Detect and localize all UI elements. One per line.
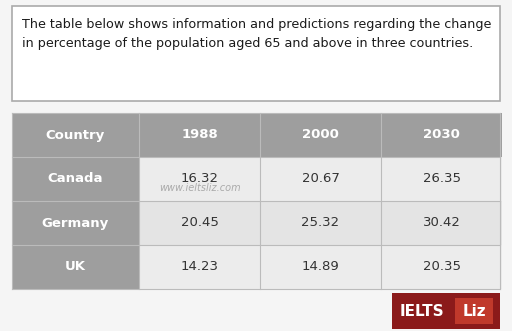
- Text: 2000: 2000: [302, 128, 339, 141]
- Text: 20.35: 20.35: [422, 260, 460, 273]
- Bar: [12, 157, 139, 201]
- Text: 16.32: 16.32: [181, 172, 219, 185]
- Text: 2030: 2030: [423, 128, 460, 141]
- Bar: [139, 113, 260, 157]
- Bar: [455, 298, 493, 324]
- Bar: [260, 245, 381, 289]
- Text: 30.42: 30.42: [422, 216, 460, 229]
- Text: Canada: Canada: [48, 172, 103, 185]
- Text: Germany: Germany: [42, 216, 109, 229]
- Bar: [260, 157, 381, 201]
- Text: The table below shows information and predictions regarding the change
in percen: The table below shows information and pr…: [22, 18, 492, 50]
- Bar: [381, 157, 502, 201]
- Bar: [12, 113, 139, 157]
- Bar: [381, 245, 502, 289]
- Bar: [392, 293, 500, 329]
- Bar: [12, 245, 139, 289]
- Bar: [139, 157, 260, 201]
- Text: 20.45: 20.45: [181, 216, 219, 229]
- Text: Country: Country: [46, 128, 105, 141]
- Text: www.ieltsliz.com: www.ieltsliz.com: [159, 183, 240, 193]
- Text: 14.89: 14.89: [302, 260, 339, 273]
- Text: 20.67: 20.67: [302, 172, 339, 185]
- Text: 1988: 1988: [181, 128, 218, 141]
- Text: Liz: Liz: [462, 304, 486, 318]
- Text: 14.23: 14.23: [181, 260, 219, 273]
- FancyBboxPatch shape: [12, 6, 500, 101]
- Bar: [139, 201, 260, 245]
- Text: 26.35: 26.35: [422, 172, 460, 185]
- Bar: [139, 245, 260, 289]
- Bar: [260, 201, 381, 245]
- Text: 25.32: 25.32: [302, 216, 339, 229]
- Text: IELTS: IELTS: [400, 304, 444, 318]
- Bar: [381, 113, 502, 157]
- Bar: [12, 201, 139, 245]
- Text: UK: UK: [65, 260, 86, 273]
- Bar: [381, 201, 502, 245]
- Bar: [260, 113, 381, 157]
